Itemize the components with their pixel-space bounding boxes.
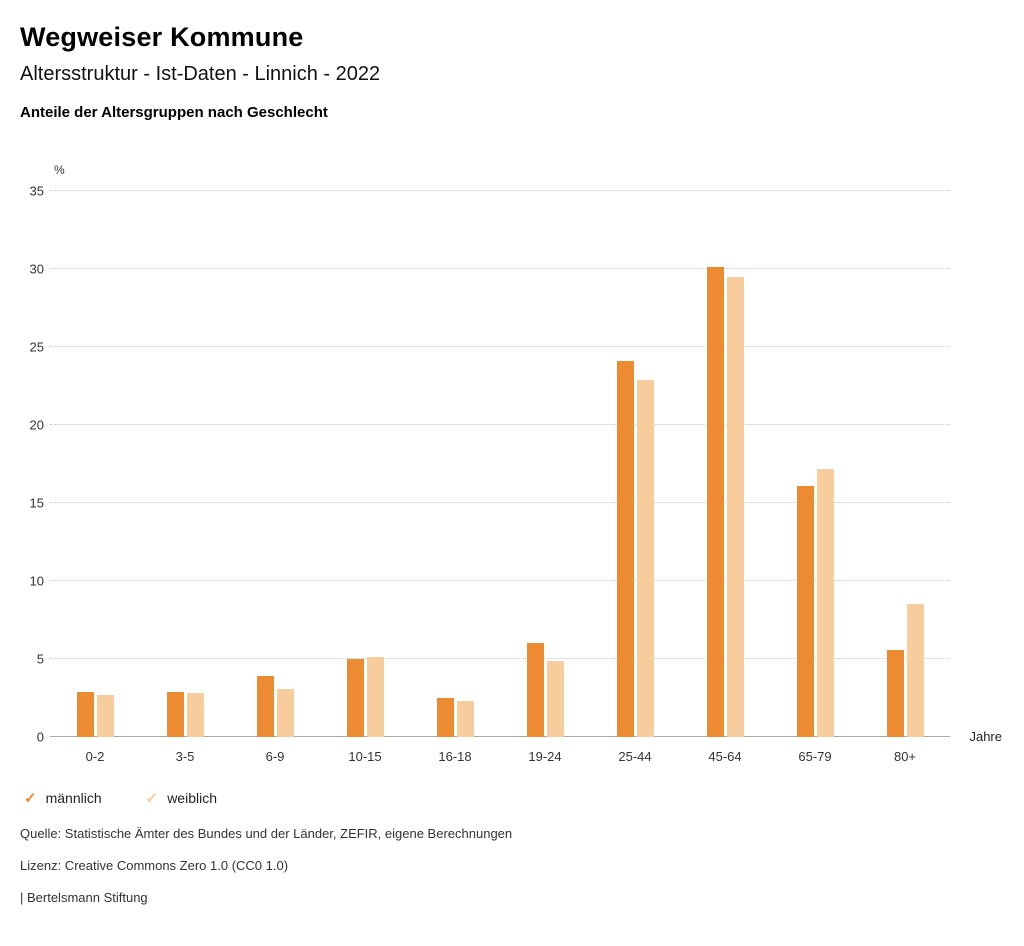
x-axis-label: Jahre: [969, 729, 1002, 744]
bar-group-65-79: [796, 191, 834, 737]
legend-label: weiblich: [167, 790, 217, 806]
source-text: Quelle: Statistische Ämter des Bundes un…: [20, 826, 513, 841]
y-tick-label: 25: [29, 339, 44, 355]
y-tick-label: 15: [29, 495, 44, 511]
x-tick-label-65-79: 65-79: [798, 749, 832, 764]
x-axis-line: [50, 736, 950, 737]
y-tick-label: 30: [29, 261, 44, 277]
check-icon: ✓: [145, 789, 159, 807]
license-text: Lizenz: Creative Commons Zero 1.0 (CC0 1…: [20, 858, 289, 873]
y-tick-label: 35: [29, 183, 44, 199]
bar-maennlich-16-18[interactable]: [436, 698, 454, 737]
bar-group-25-44: [616, 191, 654, 737]
y-tick-label: 20: [29, 417, 44, 433]
legend-item-maennlich[interactable]: ✓ männlich: [24, 790, 102, 806]
bar-maennlich-6-9[interactable]: [256, 676, 274, 737]
legend-item-weiblich[interactable]: ✓ weiblich: [146, 790, 217, 806]
x-tick-label-16-18: 16-18: [438, 749, 472, 764]
bar-weiblich-6-9[interactable]: [276, 688, 294, 737]
plot-wrap: 0 5 10 15 20 25 30 35 Jahre: [30, 184, 1002, 745]
bar-group-80+: [886, 191, 924, 737]
page: Wegweiser Kommune Altersstruktur - Ist-D…: [20, 22, 1004, 905]
x-tick-label-6-9: 6-9: [265, 749, 285, 764]
bar-groups: [50, 191, 950, 737]
bar-maennlich-10-15[interactable]: [346, 659, 364, 737]
bar-group-0-2: [76, 191, 114, 737]
bar-group-19-24: [526, 191, 564, 737]
bar-maennlich-80+[interactable]: [886, 649, 904, 737]
y-tick-label: 5: [36, 651, 44, 667]
x-tick-label-25-44: 25-44: [618, 749, 652, 764]
check-icon: ✓: [24, 789, 37, 807]
gridline: [50, 580, 950, 581]
chart-heading: Anteile der Altersgruppen nach Geschlech…: [20, 104, 328, 121]
bar-weiblich-19-24[interactable]: [546, 660, 564, 737]
gridline: [50, 502, 950, 503]
y-tick-label: 0: [36, 729, 44, 745]
attribution-text: | Bertelsmann Stiftung: [20, 890, 148, 905]
bar-maennlich-65-79[interactable]: [796, 485, 814, 737]
gridline: [50, 658, 950, 659]
x-tick-label-80+: 80+: [893, 749, 917, 764]
gridline: [50, 424, 950, 425]
bar-weiblich-0-2[interactable]: [96, 694, 114, 737]
bar-maennlich-0-2[interactable]: [76, 691, 94, 737]
footer: Quelle: Statistische Ämter des Bundes un…: [20, 826, 1004, 905]
x-tick-label-45-64: 45-64: [708, 749, 742, 764]
bar-weiblich-65-79[interactable]: [816, 468, 834, 737]
bar-maennlich-25-44[interactable]: [616, 361, 634, 737]
bar-maennlich-45-64[interactable]: [706, 267, 724, 737]
y-axis-unit-label: %: [54, 163, 65, 177]
bar-weiblich-3-5[interactable]: [186, 693, 204, 737]
bar-weiblich-16-18[interactable]: [456, 701, 474, 737]
x-tick-label-0-2: 0-2: [85, 749, 105, 764]
legend: ✓ männlich ✓ weiblich: [24, 790, 1004, 806]
gridlines: 0 5 10 15 20 25 30 35: [30, 184, 950, 745]
bar-maennlich-19-24[interactable]: [526, 643, 544, 737]
page-title: Wegweiser Kommune: [20, 22, 304, 52]
gridline: [50, 268, 950, 269]
x-tick-label-10-15: 10-15: [348, 749, 382, 764]
bar-group-16-18: [436, 191, 474, 737]
chart-subtitle: Altersstruktur - Ist-Daten - Linnich - 2…: [20, 63, 381, 85]
bar-chart: % 0 5 10 15 20 25 30 35 Jahre 0-2 3-5 6-9 10-15 16-…: [20, 163, 1004, 764]
bar-group-45-64: [706, 191, 744, 737]
bar-group-10-15: [346, 191, 384, 737]
legend-label: männlich: [45, 790, 102, 806]
bar-weiblich-25-44[interactable]: [636, 379, 654, 737]
y-tick-label: 10: [29, 573, 44, 589]
bar-weiblich-45-64[interactable]: [726, 276, 744, 737]
bar-weiblich-10-15[interactable]: [366, 657, 384, 737]
bar-group-6-9: [256, 191, 294, 737]
x-tick-label-19-24: 19-24: [528, 749, 562, 764]
plot-area: 0 5 10 15 20 25 30 35 Jahre: [30, 184, 1002, 745]
bar-maennlich-3-5[interactable]: [166, 691, 184, 737]
bar-group-3-5: [166, 191, 204, 737]
x-tick-label-3-5: 3-5: [175, 749, 195, 764]
gridline: [50, 190, 950, 191]
gridline: [50, 346, 950, 347]
x-tick-labels: 0-2 3-5 6-9 10-15 16-18 19-24 25-44 45-64 65-79 8…: [50, 749, 950, 764]
bar-weiblich-80+[interactable]: [906, 604, 924, 737]
